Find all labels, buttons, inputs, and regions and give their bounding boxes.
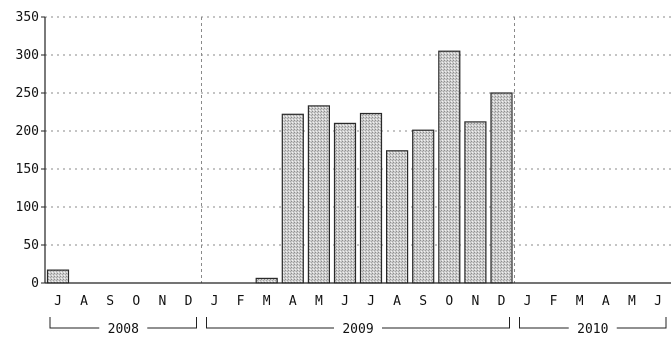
- x-tick-label: S: [106, 294, 114, 309]
- y-tick-label: 300: [16, 48, 39, 63]
- x-tick-label: A: [393, 294, 401, 309]
- x-tick-label: N: [471, 294, 479, 309]
- x-tick-label: F: [237, 294, 245, 309]
- bars: [46, 50, 513, 284]
- x-tick-label: D: [185, 294, 193, 309]
- y-tick-label: 200: [16, 124, 39, 139]
- y-tick-labels: 0 50 100 150 200 250 300 350: [16, 10, 39, 291]
- x-tick-label: F: [550, 294, 558, 309]
- bar: [307, 105, 330, 284]
- x-tick-label: M: [315, 294, 323, 309]
- gridlines: [45, 16, 671, 283]
- bar: [359, 112, 383, 284]
- y-tick-label: 250: [16, 86, 39, 101]
- x-tick-label: A: [289, 294, 297, 309]
- x-tick-label: O: [132, 294, 140, 309]
- year-bracket: [206, 317, 510, 329]
- year-label: 2008: [108, 322, 139, 337]
- x-tick-label: J: [341, 294, 349, 309]
- x-tick-label: D: [498, 294, 506, 309]
- bar: [46, 269, 70, 284]
- x-tick-label: M: [263, 294, 271, 309]
- x-tick-label: J: [654, 294, 662, 309]
- x-tick-label: J: [524, 294, 532, 309]
- x-tick-label: J: [211, 294, 219, 309]
- x-tick-label: M: [576, 294, 584, 309]
- x-tick-label: J: [54, 294, 62, 309]
- bar: [386, 150, 409, 284]
- bar: [438, 50, 461, 284]
- x-tick-label: S: [419, 294, 427, 309]
- x-tick-label: A: [80, 294, 88, 309]
- y-tick-label: 100: [16, 200, 39, 215]
- year-bracket: [49, 317, 197, 329]
- y-tick-label: 350: [16, 10, 39, 25]
- x-tick-label: O: [445, 294, 453, 309]
- year-label: 2010: [577, 322, 608, 337]
- y-tick-label: 0: [31, 276, 39, 291]
- x-tick-label: J: [367, 294, 375, 309]
- year-bracket: [519, 317, 667, 329]
- bar: [464, 121, 487, 284]
- y-tick-label: 150: [16, 162, 39, 177]
- bar: [412, 129, 435, 284]
- bar: [490, 92, 513, 284]
- x-tick-label: A: [602, 294, 610, 309]
- y-tick-label: 50: [23, 238, 39, 253]
- year-label: 2009: [342, 322, 373, 337]
- bar: [333, 122, 357, 284]
- bar: [255, 277, 278, 284]
- axes: [41, 16, 671, 284]
- year-group-brackets: 2008 2009 2010: [49, 317, 667, 337]
- bar: [281, 113, 304, 284]
- x-tick-label: M: [628, 294, 636, 309]
- x-tick-label: N: [158, 294, 166, 309]
